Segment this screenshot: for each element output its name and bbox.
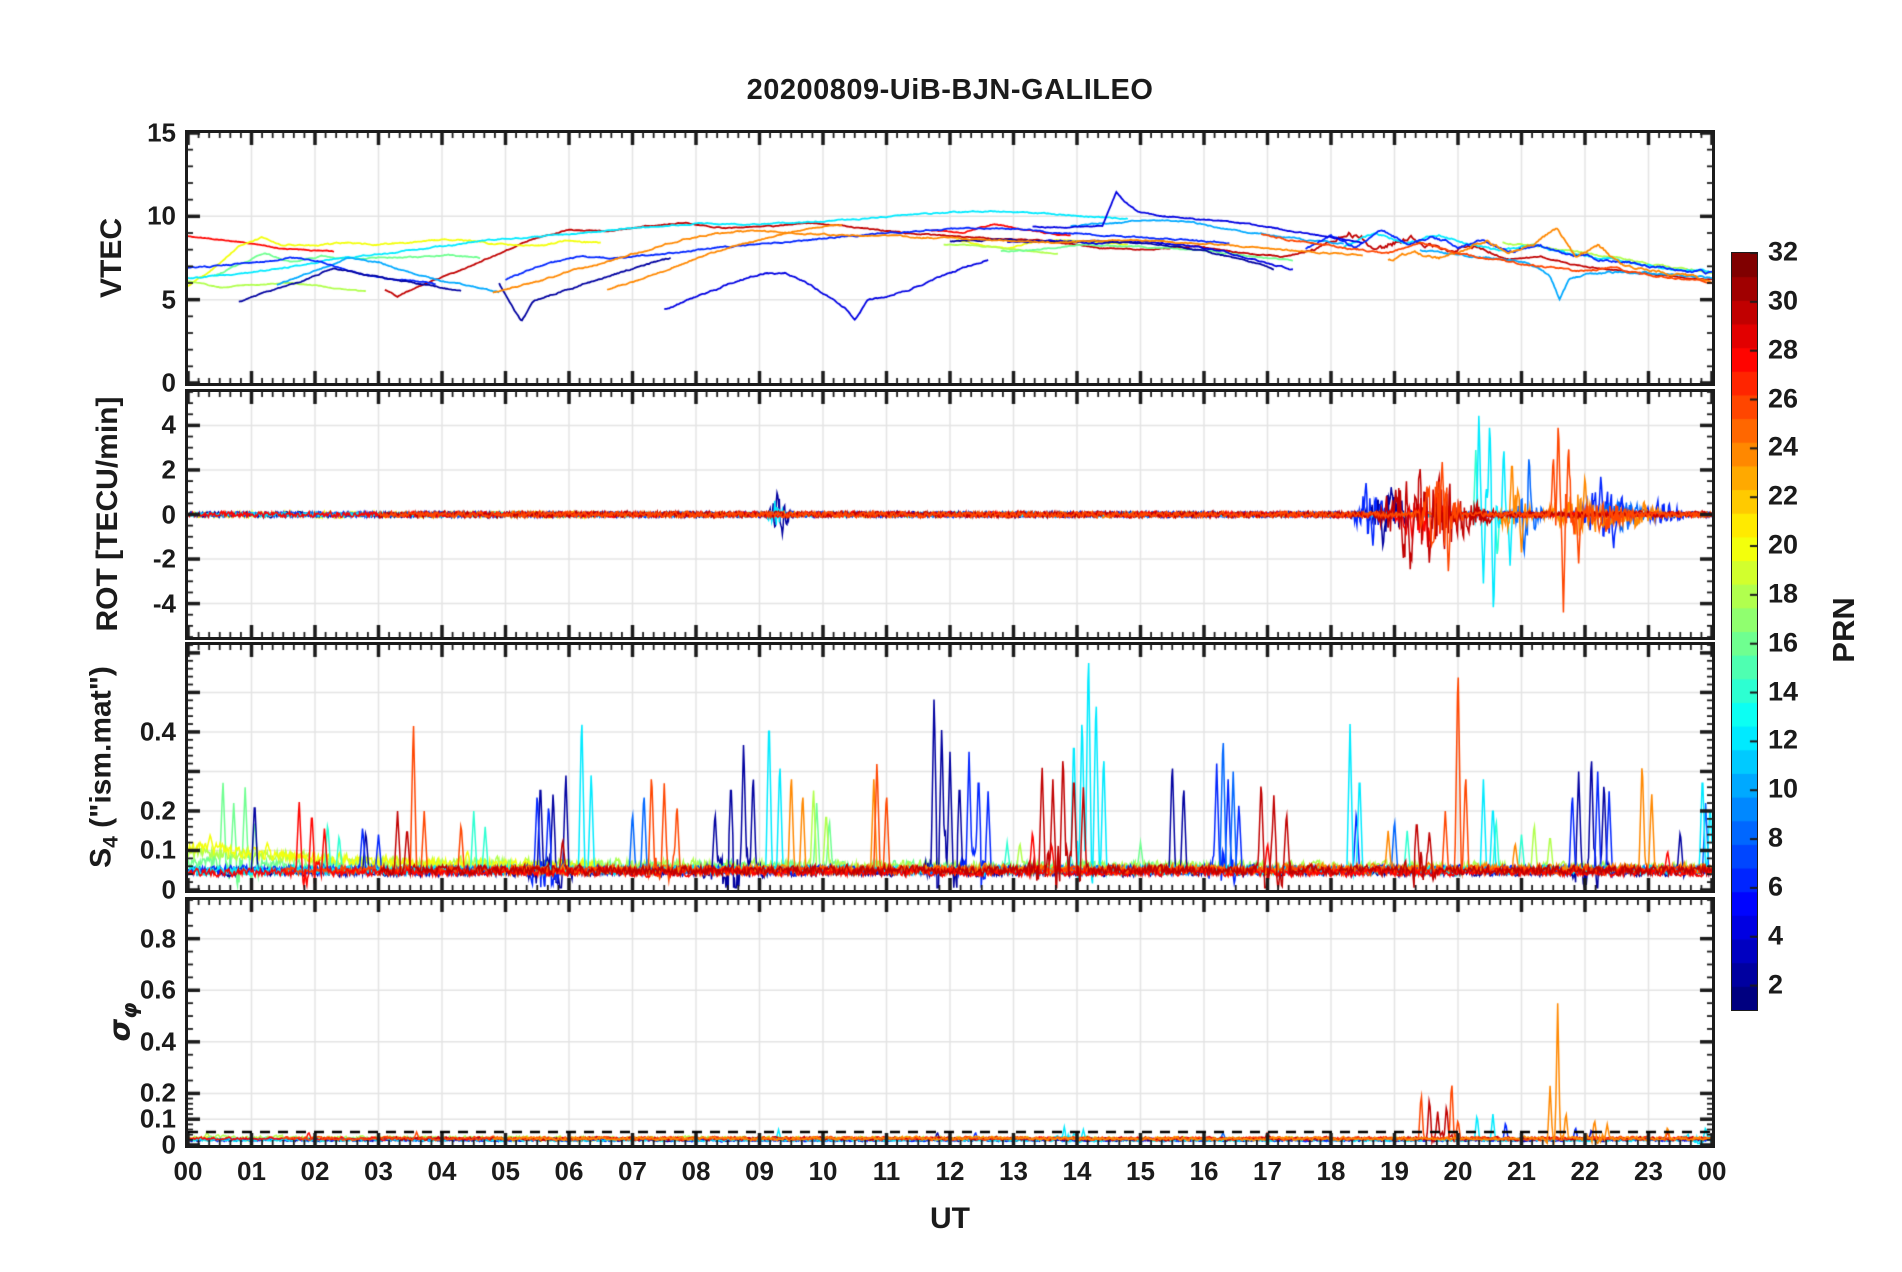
x-tick-label: 19 [1380, 1156, 1409, 1186]
y-tick-label: 0.6 [139, 974, 176, 1005]
colorbar-tick-label: 10 [1768, 773, 1799, 804]
x-tick-label: 15 [1126, 1156, 1155, 1186]
colorbar-tick-label: 24 [1768, 431, 1799, 462]
vtec-plot-canvas [188, 133, 1712, 383]
y-tick-label: 10 [147, 200, 176, 231]
y-tick-label: 0 [161, 874, 176, 905]
colorbar-tick-label: 2 [1768, 969, 1784, 1000]
y-tick-label: 0.2 [139, 1077, 176, 1108]
y-tick-label: 0.1 [139, 1103, 176, 1134]
x-tick-label: 20 [1443, 1156, 1473, 1186]
y-tick-label: 0.1 [139, 834, 176, 865]
x-tick-label: 12 [935, 1156, 965, 1186]
rot-plot-canvas [188, 392, 1712, 637]
x-tick-label: 13 [999, 1156, 1028, 1186]
x-tick-label: 03 [364, 1156, 393, 1186]
x-tick-label: 09 [745, 1156, 774, 1186]
colorbar-tick-label: 18 [1768, 578, 1799, 609]
x-tick-label: 23 [1634, 1156, 1663, 1186]
x-tick-label: 18 [1316, 1156, 1346, 1186]
x-tick-label: 11 [872, 1156, 901, 1186]
x-tick-label: 00 [173, 1156, 203, 1186]
x-tick-label: 21 [1507, 1156, 1536, 1186]
chart-title: 20200809-UiB-BJN-GALILEO [746, 74, 1154, 106]
x-tick-label: 22 [1570, 1156, 1600, 1186]
y-tick-label: -4 [152, 588, 176, 619]
y-tick-label: 2 [161, 454, 176, 485]
colorbar-tick-label: 8 [1768, 822, 1784, 853]
colorbar-tick-label: 12 [1768, 724, 1799, 755]
y-tick-label: 4 [161, 409, 176, 440]
s4-plot-canvas [188, 645, 1712, 890]
colorbar-tick-label: 16 [1768, 627, 1799, 658]
x-tick-label: 04 [427, 1156, 457, 1186]
x-tick-label: 07 [618, 1156, 647, 1186]
y-tick-label: 0 [161, 367, 176, 398]
y-tick-label: 0 [161, 499, 176, 529]
y-tick-label: 15 [147, 117, 176, 148]
x-tick-label: 16 [1189, 1156, 1219, 1186]
colorbar-tick-label: 26 [1768, 383, 1799, 414]
x-tick-label: 00 [1697, 1156, 1727, 1186]
x-tick-label: 17 [1253, 1156, 1282, 1186]
panel-s4 [185, 642, 1715, 893]
x-tick-label: 10 [808, 1156, 838, 1186]
y-tick-label: 0.8 [139, 923, 176, 954]
y-tick-label: -2 [152, 543, 176, 574]
panel-sigma-phi [185, 897, 1715, 1148]
colorbar-tick-label: 20 [1768, 529, 1799, 560]
colorbar-tick-label: 6 [1768, 871, 1784, 902]
colorbar-gradient [1732, 253, 1757, 1010]
colorbar-tick-label: 32 [1768, 236, 1799, 267]
y-tick-label: 0.4 [139, 716, 176, 747]
x-tick-label: 08 [681, 1156, 711, 1186]
colorbar-tick-label: 22 [1768, 480, 1799, 511]
y-tick-label: 0.4 [139, 1026, 176, 1057]
y-tick-label: 5 [161, 284, 176, 315]
x-tick-label: 02 [300, 1156, 330, 1186]
x-tick-label: 01 [237, 1156, 266, 1186]
colorbar-tick-label: 28 [1768, 334, 1799, 365]
colorbar-title: PRN [1826, 597, 1861, 663]
colorbar-tick-label: 14 [1768, 676, 1799, 707]
x-axis-label: UT [930, 1202, 970, 1235]
x-tick-label: 05 [491, 1156, 520, 1186]
panel-vtec [185, 130, 1715, 386]
panel-rot [185, 389, 1715, 640]
colorbar [1731, 252, 1758, 1011]
x-tick-label: 14 [1062, 1156, 1092, 1186]
x-tick-label: 06 [554, 1156, 584, 1186]
colorbar-tick-label: 4 [1768, 920, 1784, 951]
y-tick-label: 0 [161, 1129, 176, 1160]
colorbar-tick-label: 30 [1768, 285, 1799, 316]
y-tick-label: 0.2 [139, 795, 176, 826]
sigma-phi-plot-canvas [188, 900, 1712, 1145]
